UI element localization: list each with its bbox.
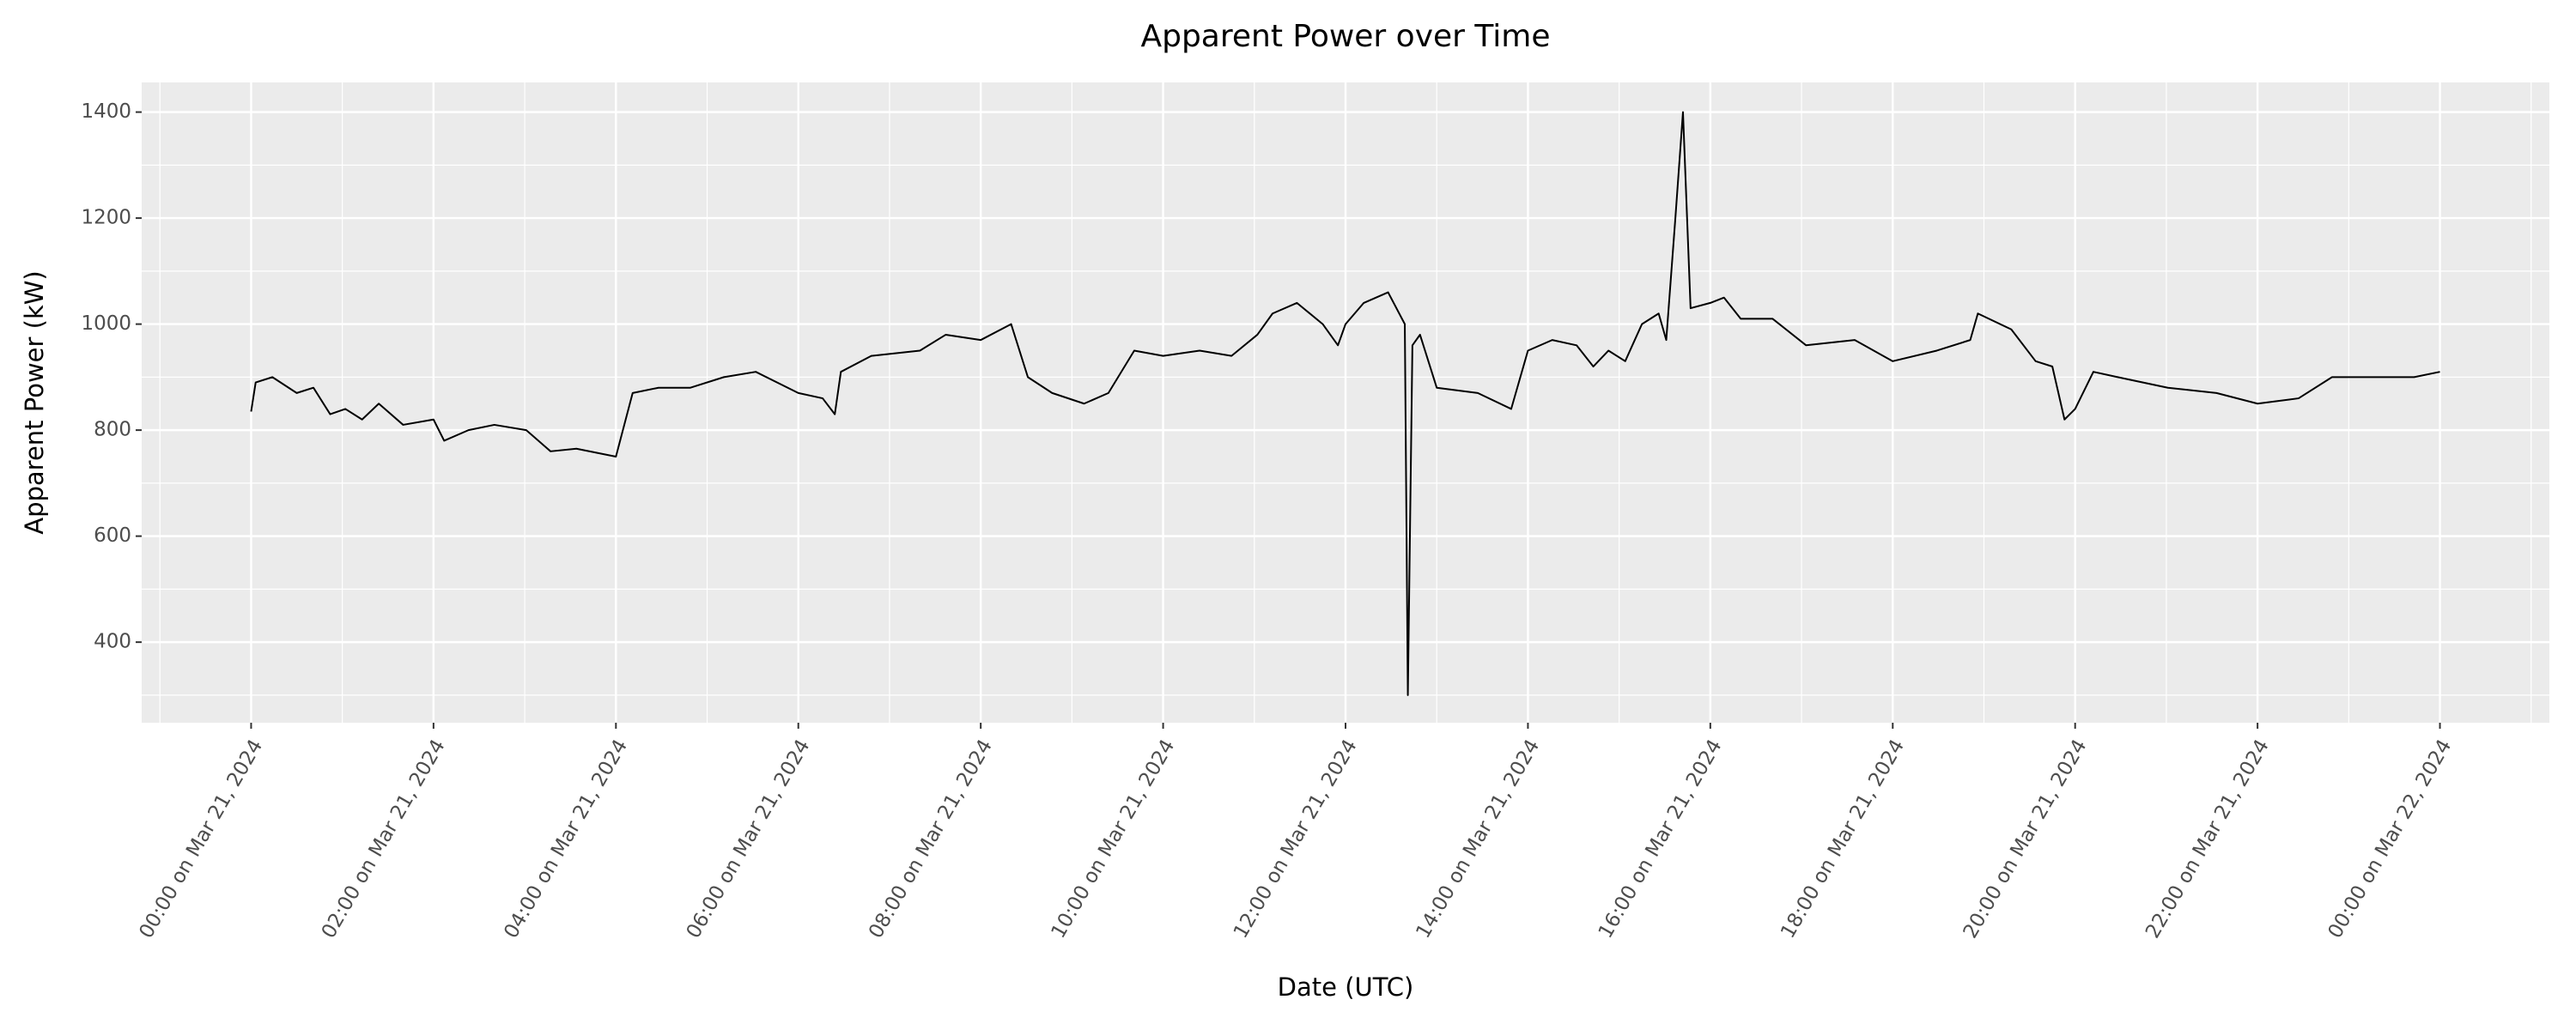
y-tick-label: 1200 xyxy=(81,207,131,229)
x-axis-title: Date (UTC) xyxy=(1278,972,1414,1002)
y-tick-label: 800 xyxy=(94,419,131,441)
data-line xyxy=(250,111,2440,696)
y-axis-title: Apparent Power (kW) xyxy=(20,270,49,535)
y-tick-label: 400 xyxy=(94,631,131,653)
y-tick-label: 1000 xyxy=(81,312,131,335)
chart-title: Apparent Power over Time xyxy=(1140,19,1550,54)
y-tick-label: 1400 xyxy=(81,100,131,123)
y-tick-label: 600 xyxy=(94,524,131,547)
